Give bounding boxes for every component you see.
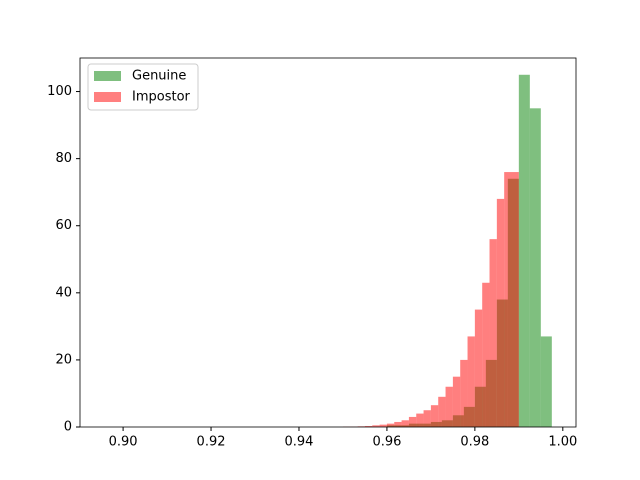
bar <box>379 424 387 427</box>
legend-label: Genuine <box>132 69 186 84</box>
bar <box>364 425 373 427</box>
x-tick-label: 0.96 <box>372 435 401 450</box>
x-tick-label: 0.98 <box>460 435 489 450</box>
bar <box>372 425 380 427</box>
y-tick-label: 60 <box>55 218 72 233</box>
legend-swatch <box>94 71 121 81</box>
legend-label: Impostor <box>132 90 191 105</box>
bar <box>438 396 446 427</box>
bar <box>489 239 497 427</box>
y-tick-label: 40 <box>55 285 72 300</box>
bar <box>452 376 461 427</box>
bar <box>386 423 395 427</box>
bar <box>504 172 512 427</box>
legend-swatch <box>94 92 121 102</box>
bar <box>482 282 490 427</box>
bar <box>518 74 530 427</box>
bar <box>496 198 505 427</box>
plot-frame <box>79 57 577 428</box>
bar <box>423 410 431 427</box>
y-tick-label: 100 <box>47 84 72 99</box>
bar <box>529 108 541 428</box>
y-tick-label: 20 <box>55 352 72 367</box>
x-tick-label: 0.94 <box>285 435 314 450</box>
bar <box>511 172 519 427</box>
x-tick-label: 0.92 <box>197 435 226 450</box>
bar <box>540 336 552 427</box>
bar <box>408 416 417 427</box>
x-tick-label: 1.00 <box>548 435 577 450</box>
bar <box>445 386 453 427</box>
y-tick-label: 80 <box>55 151 72 166</box>
bar <box>467 336 475 427</box>
bar <box>394 421 402 427</box>
bar <box>401 420 409 427</box>
bar <box>460 359 468 427</box>
bar <box>430 405 439 427</box>
bar <box>416 413 424 427</box>
x-tick-label: 0.90 <box>109 435 138 450</box>
y-tick-label: 0 <box>64 420 72 435</box>
bar <box>474 309 483 427</box>
